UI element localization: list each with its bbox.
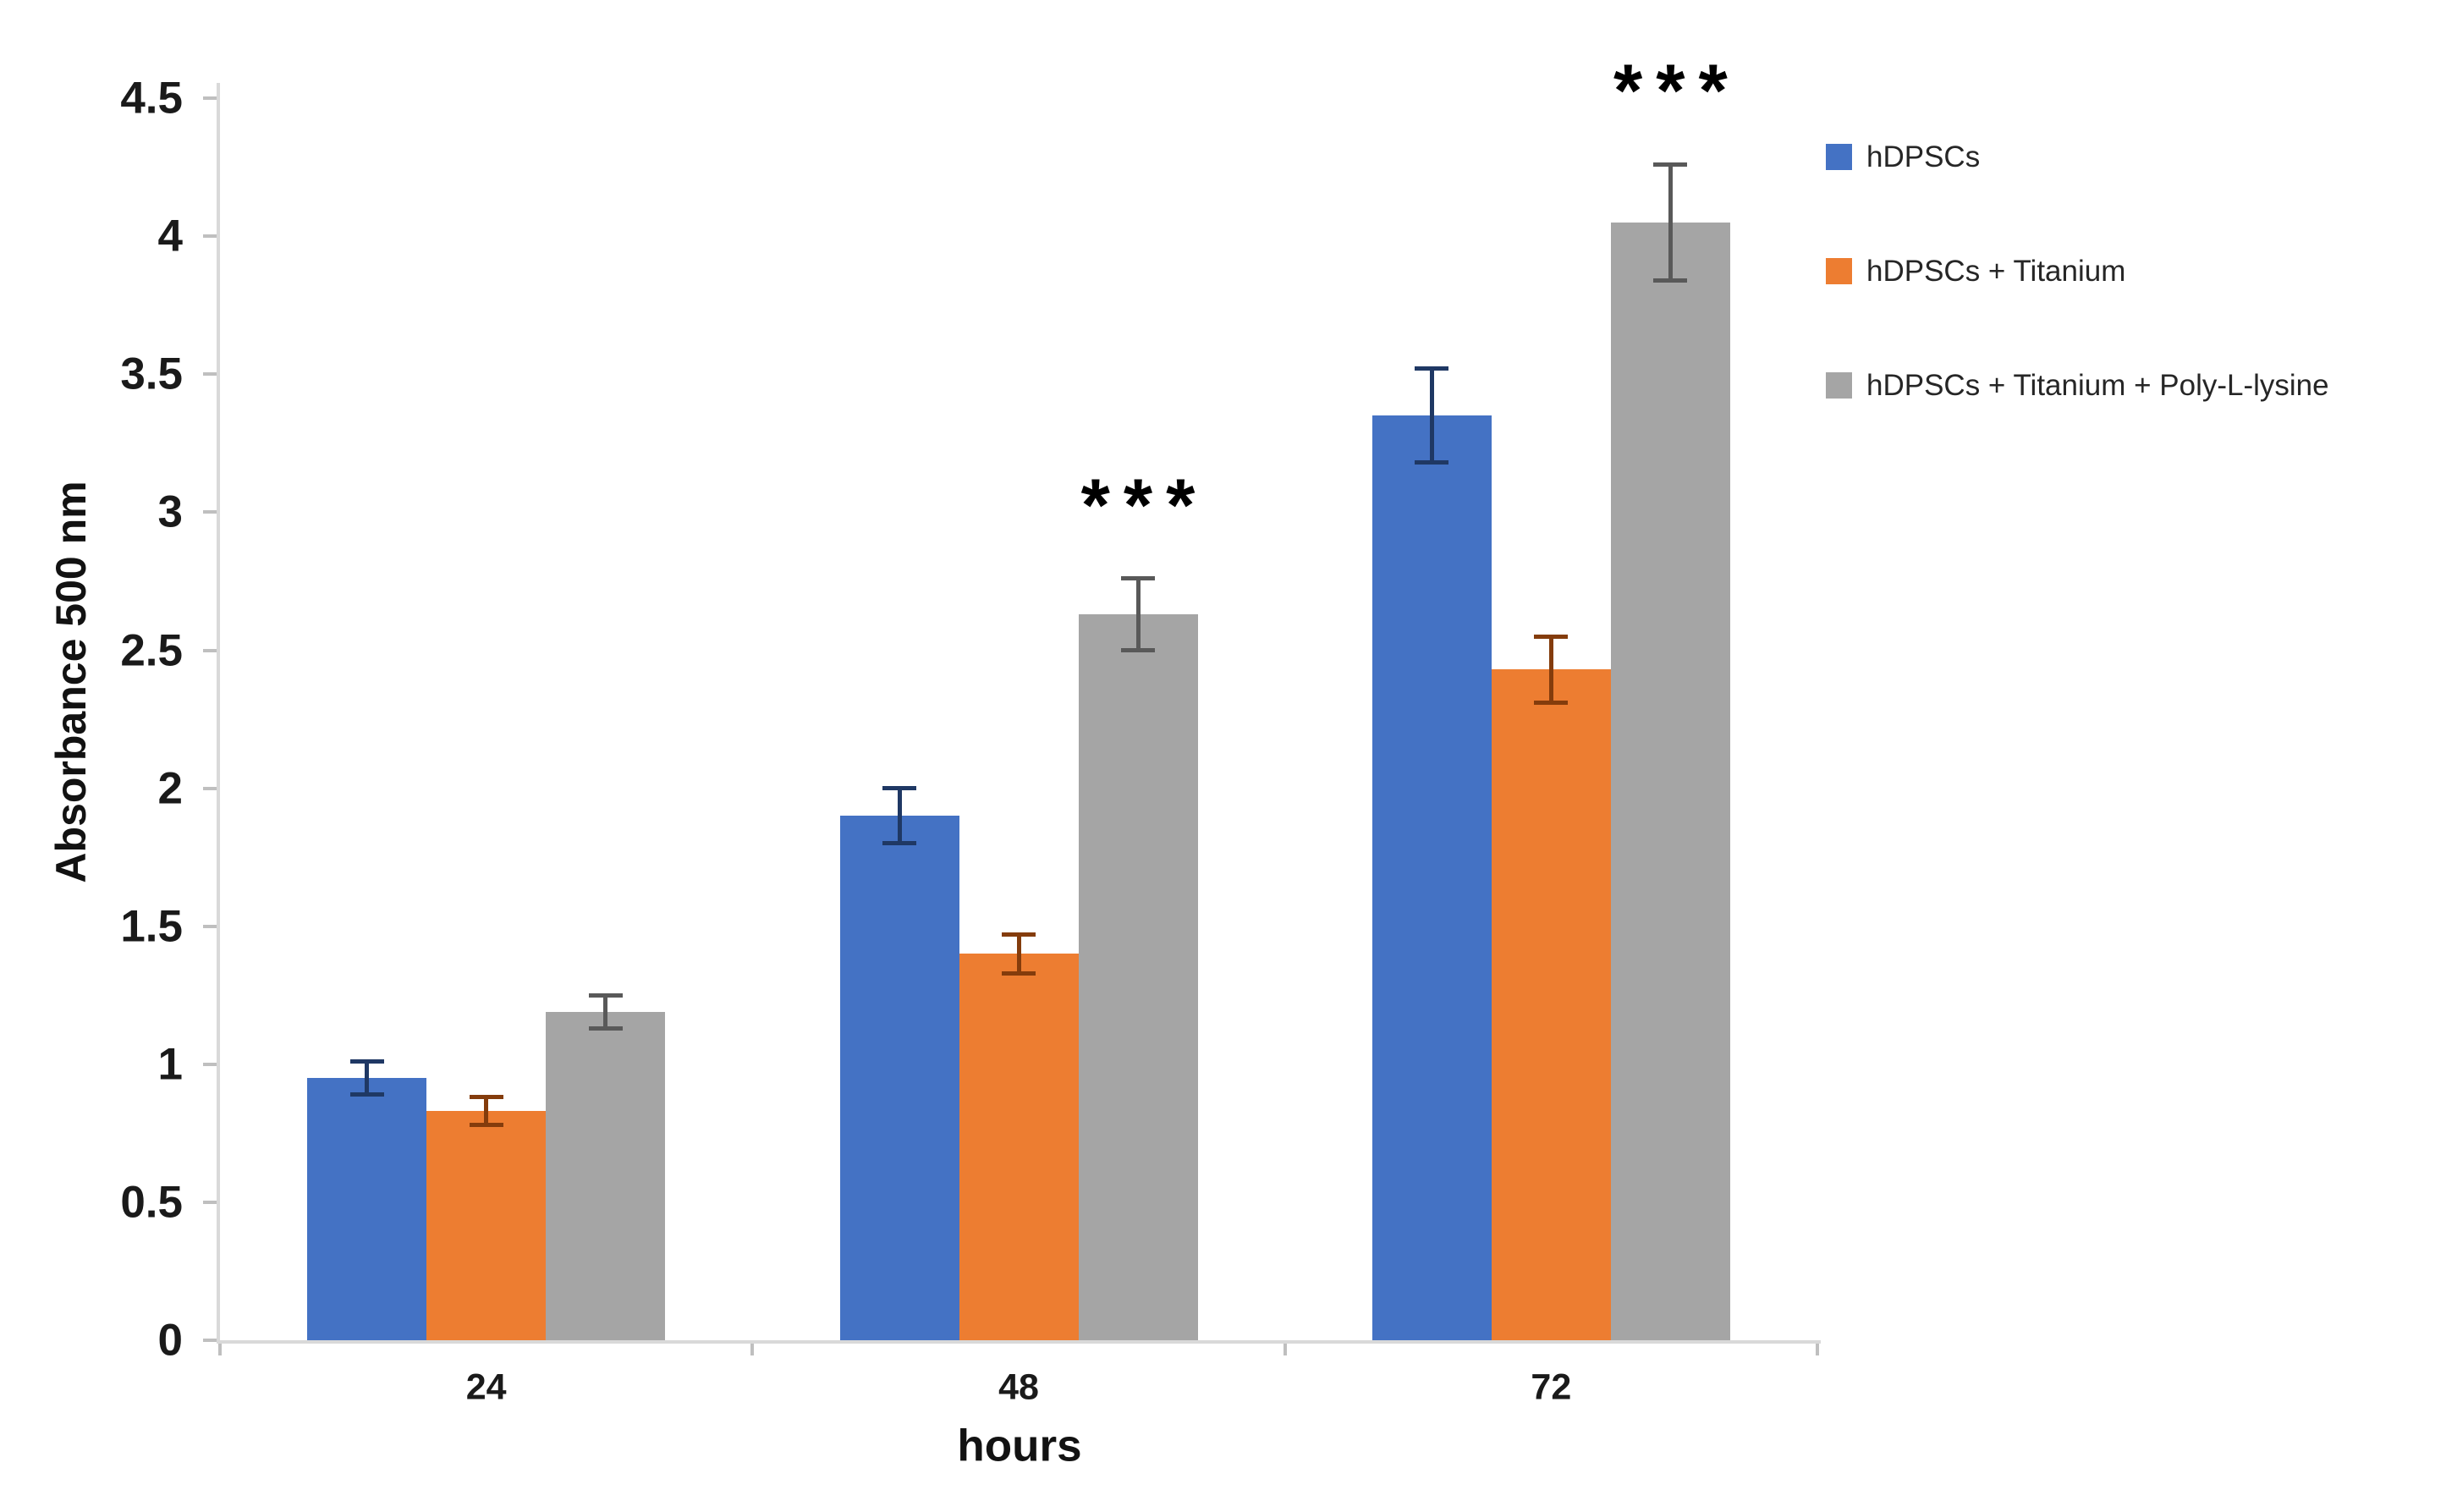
- significance-annotation: ***: [1080, 462, 1209, 547]
- legend-label: hDPSCs: [1866, 140, 1981, 173]
- x-axis-tick: [1283, 1344, 1287, 1355]
- x-tick-label: 24: [465, 1366, 507, 1408]
- error-bar-cap-bottom: [1415, 460, 1449, 465]
- legend-swatch: [1826, 257, 1852, 284]
- bar: [426, 1111, 547, 1340]
- legend-label: hDPSCs + Titanium + Poly-L-lysine: [1866, 368, 2329, 402]
- legend-item: hDPSCs + Titanium: [1826, 254, 2125, 288]
- error-bar-cap-top: [588, 992, 623, 998]
- y-tick-label: 0.5: [120, 1177, 183, 1228]
- y-axis-line: [217, 83, 220, 1344]
- y-axis-tick: [203, 1339, 217, 1342]
- x-axis-line: [217, 1340, 1821, 1344]
- error-bar-line: [1016, 934, 1021, 974]
- y-tick-label: 3.5: [120, 349, 183, 399]
- error-bar-cap-top: [1653, 162, 1688, 167]
- error-bar-cap-bottom: [1121, 648, 1155, 652]
- error-bar-line: [897, 788, 902, 844]
- y-axis-tick: [203, 1062, 217, 1066]
- legend-label: hDPSCs + Titanium: [1866, 254, 2126, 288]
- x-tick-label: 48: [998, 1366, 1039, 1408]
- bar: [1078, 614, 1198, 1340]
- error-bar-cap-bottom: [469, 1123, 503, 1128]
- bar: [959, 954, 1079, 1340]
- error-bar-cap-top: [1415, 366, 1449, 371]
- y-axis-tick: [203, 372, 217, 377]
- legend-item: hDPSCs: [1826, 140, 1980, 173]
- y-axis-tick: [203, 648, 217, 652]
- bar: [307, 1078, 427, 1340]
- legend-swatch: [1826, 143, 1852, 170]
- error-bar-cap-bottom: [882, 841, 916, 846]
- error-bar-line: [484, 1097, 489, 1125]
- y-axis-tick: [203, 786, 217, 790]
- y-tick-label: 2: [157, 763, 183, 814]
- y-tick-label: 4.5: [120, 73, 183, 124]
- error-bar-line: [1548, 636, 1553, 703]
- x-axis-tick: [218, 1344, 222, 1355]
- legend-swatch: [1826, 371, 1852, 399]
- significance-annotation: ***: [1613, 48, 1741, 133]
- y-tick-label: 0: [157, 1315, 183, 1366]
- y-tick-label: 2.5: [120, 625, 183, 675]
- error-bar-line: [1135, 578, 1141, 651]
- x-axis-tick: [750, 1344, 755, 1355]
- bar: [1610, 222, 1730, 1340]
- y-tick-label: 1: [157, 1039, 183, 1090]
- x-axis-tick: [1816, 1344, 1819, 1355]
- error-bar-cap-bottom: [588, 1025, 623, 1031]
- error-bar-cap-top: [1534, 634, 1569, 639]
- legend-item: hDPSCs + Titanium + Poly-L-lysine: [1826, 368, 2329, 402]
- y-axis-tick: [203, 96, 217, 101]
- y-tick-label: 1.5: [120, 901, 183, 952]
- error-bar-cap-bottom: [1653, 278, 1688, 283]
- error-bar-line: [1668, 164, 1673, 281]
- error-bar-cap-top: [469, 1095, 503, 1100]
- y-axis-title: Absorbance 500 nm: [47, 481, 95, 883]
- bar: [1491, 669, 1611, 1340]
- error-bar-cap-top: [1002, 932, 1036, 937]
- error-bar-cap-top: [1121, 576, 1155, 581]
- error-bar-line: [603, 995, 608, 1029]
- y-axis-tick: [203, 510, 217, 514]
- y-axis-tick: [203, 924, 217, 928]
- x-axis-title: hours: [957, 1421, 1082, 1471]
- error-bar-cap-bottom: [349, 1092, 384, 1097]
- y-tick-label: 4: [157, 211, 183, 261]
- error-bar-cap-top: [882, 786, 916, 791]
- x-tick-label: 72: [1531, 1366, 1572, 1408]
- bar: [839, 816, 959, 1340]
- bar: [546, 1011, 666, 1340]
- y-tick-label: 3: [157, 487, 183, 537]
- error-bar-cap-top: [349, 1059, 384, 1064]
- error-bar-line: [1429, 368, 1434, 463]
- error-bar-cap-bottom: [1002, 970, 1036, 976]
- y-axis-tick: [203, 234, 217, 239]
- bar: [1371, 415, 1492, 1340]
- y-axis-tick: [203, 1200, 217, 1204]
- error-bar-line: [365, 1061, 370, 1095]
- error-bar-cap-bottom: [1534, 700, 1569, 705]
